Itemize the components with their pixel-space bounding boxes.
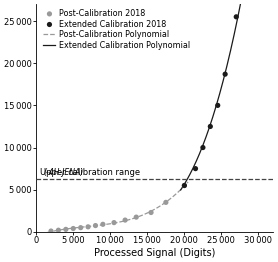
Extended Calibration 2018: [223, 72, 227, 76]
Post-Calibration Polynomial: [134, 216, 138, 219]
Post-Calibration Polynomial: [187, 180, 190, 183]
Extended Calibration 2018: [208, 124, 213, 129]
Post-Calibration 2018: [182, 183, 187, 188]
Post-Calibration Polynomial: [91, 224, 95, 227]
Post-Calibration 2018: [134, 215, 138, 219]
Post-Calibration 2018: [93, 223, 98, 228]
Extended Calibration 2018: [215, 103, 220, 107]
Extended Calibration 2018: [193, 167, 198, 171]
Post-Calibration 2018: [164, 200, 168, 204]
Extended Calibration Polynomial: [179, 188, 182, 192]
Post-Calibration 2018: [64, 227, 68, 231]
Extended Calibration 2018: [201, 145, 205, 150]
Post-Calibration Polynomial: [148, 210, 151, 214]
Extended Calibration Polynomial: [211, 115, 215, 118]
Post-Calibration Polynomial: [46, 231, 49, 234]
Extended Calibration Polynomial: [205, 132, 209, 135]
Post-Calibration Polynomial: [63, 228, 66, 231]
Extended Calibration Polynomial: [189, 172, 192, 175]
Post-Calibration 2018: [49, 229, 53, 233]
Line: Post-Calibration Polynomial: Post-Calibration Polynomial: [47, 182, 188, 232]
Post-Calibration 2018: [123, 218, 127, 222]
Legend: Post-Calibration 2018, Extended Calibration 2018, Post-Calibration Polynomial, E: Post-Calibration 2018, Extended Calibrat…: [43, 8, 191, 51]
Post-Calibration Polynomial: [101, 223, 105, 226]
X-axis label: Processed Signal (Digits): Processed Signal (Digits): [94, 248, 215, 258]
Extended Calibration Polynomial: [238, 7, 241, 10]
Post-Calibration 2018: [149, 210, 153, 215]
Extended Calibration 2018: [234, 15, 239, 19]
Text: (-4H-JENA): (-4H-JENA): [43, 168, 84, 177]
Extended Calibration 2018: [182, 183, 187, 188]
Text: Upper calibration range: Upper calibration range: [40, 168, 143, 177]
Post-Calibration 2018: [78, 226, 83, 230]
Post-Calibration 2018: [101, 222, 105, 226]
Post-Calibration 2018: [112, 221, 116, 225]
Post-Calibration 2018: [56, 228, 61, 232]
Post-Calibration 2018: [71, 226, 76, 231]
Line: Extended Calibration Polynomial: Extended Calibration Polynomial: [181, 0, 262, 190]
Extended Calibration Polynomial: [230, 43, 234, 46]
Post-Calibration Polynomial: [147, 211, 151, 214]
Extended Calibration Polynomial: [238, 5, 242, 8]
Post-Calibration 2018: [86, 225, 90, 229]
